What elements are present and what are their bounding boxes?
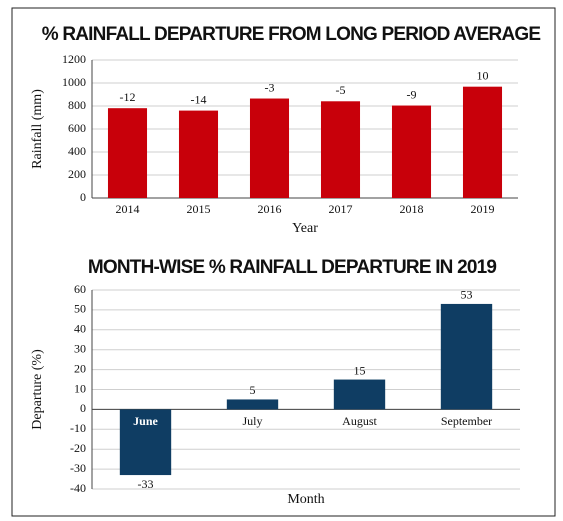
chart-title: MONTH-WISE % RAINFALL DEPARTURE IN 2019 — [88, 257, 497, 278]
y-axis-title: Departure (%) — [30, 349, 45, 430]
x-axis-title: Month — [287, 492, 324, 507]
y-tick-label: -10 — [70, 421, 86, 435]
data-label: -33 — [138, 477, 154, 491]
data-label: 5 — [250, 383, 256, 397]
departure-label: -3 — [265, 80, 275, 94]
x-tick-label: June — [133, 414, 158, 428]
bar — [391, 105, 432, 198]
data-label: 53 — [461, 288, 473, 302]
bar — [226, 399, 279, 410]
bar — [119, 409, 172, 476]
y-axis-title: Rainfall (mm) — [30, 89, 45, 169]
y-tick-label: 30 — [74, 341, 86, 355]
departure-label: -5 — [336, 83, 346, 97]
y-tick-label: 800 — [68, 98, 86, 112]
x-tick-label: July — [242, 414, 262, 428]
frame — [11, 7, 556, 517]
y-tick-label: -20 — [70, 441, 86, 455]
y-tick-label: 0 — [80, 401, 86, 415]
x-tick-label: 2017 — [329, 202, 353, 216]
x-tick-label: 2014 — [116, 202, 140, 216]
y-tick-label: -40 — [70, 481, 86, 495]
y-tick-label: 1200 — [62, 52, 86, 66]
y-tick-label: 400 — [68, 144, 86, 158]
departure-label: -14 — [191, 92, 207, 106]
x-tick-label: 2018 — [400, 202, 424, 216]
y-tick-label: 10 — [74, 381, 86, 395]
departure-label: 10 — [477, 68, 489, 82]
bar — [440, 303, 493, 410]
y-tick-label: 600 — [68, 121, 86, 135]
chart-title: % RAINFALL DEPARTURE FROM LONG PERIOD AV… — [42, 24, 541, 45]
y-tick-label: -30 — [70, 461, 86, 475]
x-tick-label: 2019 — [471, 202, 495, 216]
bar — [320, 101, 361, 198]
bar — [333, 379, 386, 410]
bar — [249, 98, 290, 198]
x-axis-title: Year — [292, 221, 318, 236]
departure-label: -12 — [120, 90, 136, 104]
bar — [107, 108, 148, 198]
y-tick-label: 200 — [68, 167, 86, 181]
x-tick-label: August — [342, 414, 377, 428]
y-tick-label: 50 — [74, 302, 86, 316]
y-tick-label: 20 — [74, 361, 86, 375]
bar — [178, 110, 219, 198]
y-tick-label: 0 — [80, 190, 86, 204]
x-tick-label: September — [441, 414, 492, 428]
x-tick-label: 2016 — [258, 202, 282, 216]
y-tick-label: 60 — [74, 282, 86, 296]
bar — [462, 86, 503, 198]
data-label: 15 — [354, 363, 366, 377]
departure-label: -9 — [407, 87, 417, 101]
x-tick-label: 2015 — [187, 202, 211, 216]
y-tick-label: 40 — [74, 322, 86, 336]
y-tick-label: 1000 — [62, 75, 86, 89]
